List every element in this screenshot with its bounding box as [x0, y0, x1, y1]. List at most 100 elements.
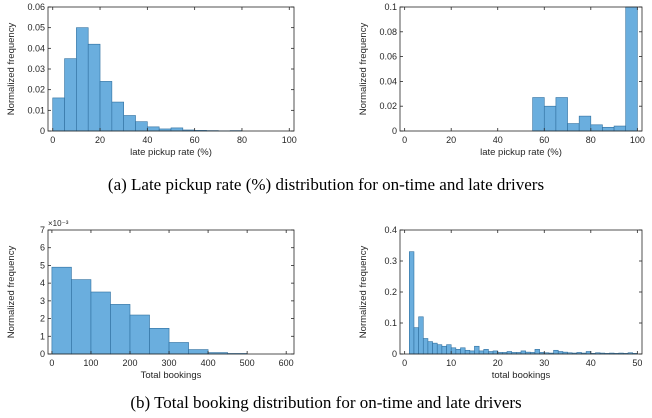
y-axis-label: Normalized frequency: [358, 23, 369, 116]
y-axis-label: Normalized frequency: [6, 246, 17, 339]
histogram-bar: [409, 251, 415, 355]
histogram-bar: [170, 127, 184, 132]
x-tick-label: 10: [446, 358, 456, 368]
x-axis-label: Total bookings: [141, 370, 202, 381]
histogram-bar: [532, 97, 545, 132]
y-tick-label: 0.08: [379, 27, 397, 37]
histogram-bar: [455, 349, 461, 355]
y-tick-label: 6: [40, 243, 45, 253]
histogram-bar: [87, 43, 101, 132]
y-tick-label: 1: [40, 331, 45, 341]
y-tick-label: 5: [40, 260, 45, 270]
x-tick-label: 500: [240, 358, 255, 368]
histogram-bar: [52, 97, 65, 132]
x-tick-label: 100: [630, 135, 645, 145]
x-tick-label: 400: [201, 358, 216, 368]
histogram-bar: [602, 126, 615, 132]
histogram-bar: [441, 345, 447, 355]
x-axis-label: late pickup rate (%): [480, 147, 562, 158]
y-tick-label: 0.05: [27, 23, 45, 33]
y-tick-label: 0.04: [379, 76, 397, 86]
y-tick-label: 0.04: [27, 43, 45, 53]
histogram-bar: [99, 81, 113, 132]
chart-late-pickup-late: 0 20 40 60 80 100 0 0.02 0.04 0.06 0.08 0.1 late pic…: [358, 2, 645, 158]
histogram-bar: [613, 125, 627, 132]
histogram-bar: [520, 350, 526, 355]
histogram-bar: [450, 347, 457, 355]
y-tick-label: 0.02: [379, 101, 397, 111]
x-tick-label: 20: [446, 135, 456, 145]
x-tick-label: 0: [402, 135, 407, 145]
histogram-bar: [111, 101, 124, 132]
x-tick-label: 80: [237, 135, 247, 145]
x-tick-label: 20: [493, 358, 503, 368]
histogram-bar: [129, 314, 150, 355]
x-tick-label: 80: [586, 135, 596, 145]
histogram-bar: [168, 342, 189, 355]
histogram-bar: [590, 124, 603, 132]
histogram-bar: [188, 349, 209, 355]
histogram-bar: [90, 291, 111, 355]
x-tick-label: 40: [142, 135, 152, 145]
x-tick-label: 40: [493, 135, 503, 145]
histogram-bar: [460, 347, 466, 355]
histogram-bar: [555, 97, 568, 132]
y-axis-label: Normalized frequency: [6, 23, 17, 116]
histogram-bar: [534, 349, 540, 355]
x-tick-label: 30: [539, 358, 549, 368]
x-tick-label: 300: [162, 358, 177, 368]
histogram-bar: [567, 123, 580, 132]
axes-box: [399, 6, 643, 132]
y-tick-label: 0.4: [384, 225, 397, 235]
histogram-bar: [578, 115, 592, 132]
y-tick-label: 0: [392, 349, 397, 359]
y-axis-label: Normalized frequency: [358, 246, 369, 339]
y-tick-label: 0: [40, 126, 45, 136]
y-tick-label: 0.06: [379, 52, 397, 62]
histogram-bar: [483, 349, 489, 355]
y-tick-label: 4: [40, 278, 45, 288]
chart-total-bookings-on-time: 0 100 200 300 400 500 600 0 1 2 3 4 5 6 7 Total booking…: [6, 219, 295, 381]
x-tick-label: 0: [50, 135, 55, 145]
histogram-bar: [464, 349, 471, 355]
histogram-bar: [469, 350, 475, 355]
y-tick-label: 3: [40, 296, 45, 306]
x-tick-label: 0: [402, 358, 407, 368]
histogram-bar: [418, 316, 424, 355]
histogram-bar: [135, 121, 148, 132]
x-tick-label: 60: [190, 135, 200, 145]
y-tick-label: 0: [392, 126, 397, 136]
y-tick-label: 0.02: [27, 85, 45, 95]
x-tick-label: 60: [539, 135, 549, 145]
y-tick-label: 0.01: [27, 105, 45, 115]
chart-late-pickup-on-time: 0 20 40 60 80 100 0 0.01 0.02 0.03 0.04 0.05 0.06 lat…: [6, 2, 297, 158]
y-tick-label: 2: [40, 314, 45, 324]
x-tick-label: 50: [632, 358, 642, 368]
histogram-bar: [76, 27, 89, 132]
y-tick-label: 0.3: [384, 256, 397, 266]
chart-total-bookings-late: 0 10 20 30 40 50 0 0.1 0.2 0.3 0.4 total bookings No…: [358, 225, 643, 381]
x-tick-label: 100: [282, 135, 297, 145]
x-tick-label: 200: [122, 358, 137, 368]
histogram-bar: [71, 279, 92, 355]
y-tick-label: 0.2: [384, 287, 397, 297]
histogram-bar: [427, 341, 433, 355]
histogram-bar: [478, 350, 485, 355]
x-tick-label: 600: [279, 358, 294, 368]
histogram-bar: [432, 342, 438, 355]
histogram-bar: [149, 328, 170, 355]
x-axis-label: late pickup rate (%): [130, 147, 212, 158]
histogram-bar: [474, 345, 480, 355]
y-exponent-label: ×10⁻³: [48, 219, 69, 228]
axes-box: [399, 229, 643, 355]
histogram-bar: [436, 344, 443, 355]
caption-b: (b) Total booking distribution for on-ti…: [130, 393, 521, 412]
histogram-bar: [422, 338, 429, 355]
y-tick-label: 0.1: [384, 2, 397, 12]
y-tick-label: 0: [40, 349, 45, 359]
x-axis-label: total bookings: [492, 370, 551, 381]
x-tick-label: 40: [586, 358, 596, 368]
y-tick-label: 7: [40, 225, 45, 235]
histogram-bar: [64, 58, 77, 132]
